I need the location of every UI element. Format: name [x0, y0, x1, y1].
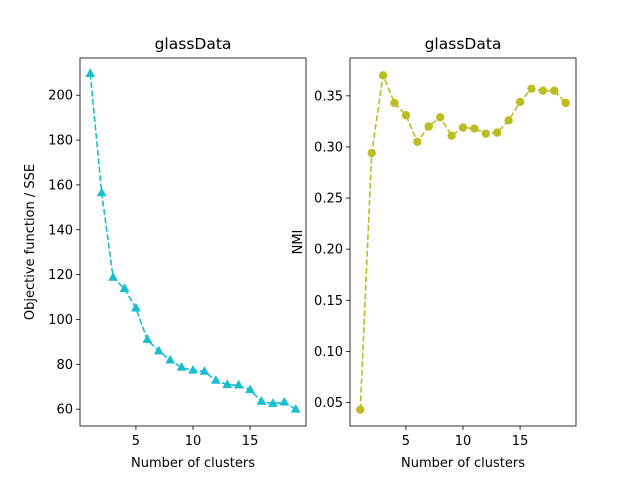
sse-data-point — [108, 272, 119, 281]
sse-data-point — [245, 384, 255, 394]
sse-y-tick-label: 160 — [48, 178, 73, 193]
sse-y-axis-label: Objective function / SSE — [23, 164, 38, 320]
sse-x-axis-label: Number of clusters — [131, 456, 255, 471]
sse-y-tick-label: 120 — [48, 268, 73, 283]
nmi-y-tick-label: 0.30 — [314, 140, 343, 155]
nmi-x-ticks: 5 10 15 — [402, 426, 529, 449]
nmi-y-tick-label: 0.25 — [314, 192, 343, 207]
sse-data-point — [256, 396, 267, 405]
sse-data-point — [142, 334, 153, 343]
nmi-y-ticks: 0.05 0.10 0.15 0.20 0.25 0.30 0.35 — [314, 89, 350, 411]
nmi-data-point — [504, 116, 513, 125]
sse-data-point — [233, 379, 244, 389]
sse-data-point — [279, 396, 290, 406]
sse-data-point — [165, 354, 176, 364]
sse-subplot: glassData 5 10 15 60 80 100 120 140 160 180 200 N… — [23, 35, 307, 471]
nmi-data-point — [493, 128, 502, 137]
nmi-y-tick-label: 0.15 — [314, 294, 343, 309]
nmi-x-tick-label: 10 — [455, 434, 472, 449]
sse-y-tick-label: 60 — [56, 403, 73, 418]
sse-x-tick-label: 15 — [242, 434, 259, 449]
sse-data-point — [210, 374, 221, 384]
nmi-chart-title: glassData — [425, 35, 502, 53]
nmi-data-point — [538, 86, 548, 95]
nmi-data-point — [481, 129, 491, 138]
nmi-data-point — [424, 122, 433, 131]
sse-data-point — [85, 68, 96, 77]
sse-x-tick-label: 10 — [185, 434, 202, 449]
nmi-subplot: glassData 5 10 15 0.05 0.10 0.15 0.20 0.25 0.30… — [291, 35, 577, 471]
nmi-y-tick-label: 0.05 — [314, 396, 343, 411]
sse-data-point — [131, 302, 141, 312]
nmi-data-point — [470, 124, 479, 133]
nmi-y-tick-label: 0.20 — [314, 243, 343, 258]
nmi-data-point — [378, 71, 388, 80]
sse-y-tick-label: 140 — [48, 223, 73, 238]
sse-marks — [85, 68, 301, 413]
sse-data-point — [199, 366, 210, 375]
nmi-data-point — [390, 98, 399, 108]
nmi-data-point — [447, 131, 456, 140]
sse-data-point — [222, 379, 233, 388]
sse-y-ticks: 60 80 100 120 140 160 180 200 — [48, 89, 80, 418]
sse-data-point — [119, 283, 130, 293]
sse-data-point — [267, 398, 278, 407]
nmi-x-tick-label: 5 — [402, 434, 410, 449]
sse-data-point — [188, 364, 198, 374]
nmi-data-point — [413, 137, 422, 147]
sse-y-tick-label: 200 — [48, 89, 73, 104]
sse-y-tick-label: 80 — [56, 358, 73, 373]
nmi-x-axis-label: Number of clusters — [401, 456, 525, 471]
sse-data-point — [176, 361, 187, 371]
nmi-y-axis-label: NMI — [291, 230, 306, 255]
nmi-data-point — [550, 86, 559, 95]
sse-data-point — [96, 187, 107, 197]
nmi-x-tick-label: 15 — [512, 434, 529, 449]
nmi-data-point — [367, 148, 376, 158]
nmi-y-tick-label: 0.35 — [314, 89, 343, 104]
nmi-data-point — [458, 123, 468, 132]
sse-data-point — [153, 345, 164, 355]
nmi-data-point — [401, 111, 411, 120]
sse-chart-title: glassData — [155, 35, 232, 53]
nmi-data-point — [515, 97, 525, 107]
nmi-data-point — [561, 98, 570, 108]
nmi-data-point — [435, 113, 445, 122]
sse-y-tick-label: 180 — [48, 134, 73, 149]
sse-x-tick-label: 5 — [132, 434, 140, 449]
sse-y-tick-label: 100 — [48, 313, 73, 328]
sse-data-point — [290, 403, 301, 413]
sse-x-ticks: 5 10 15 — [132, 426, 259, 449]
nmi-y-tick-label: 0.10 — [314, 345, 343, 360]
nmi-data-point — [527, 84, 536, 93]
nmi-data-point — [356, 405, 365, 414]
nmi-marks — [356, 71, 570, 414]
